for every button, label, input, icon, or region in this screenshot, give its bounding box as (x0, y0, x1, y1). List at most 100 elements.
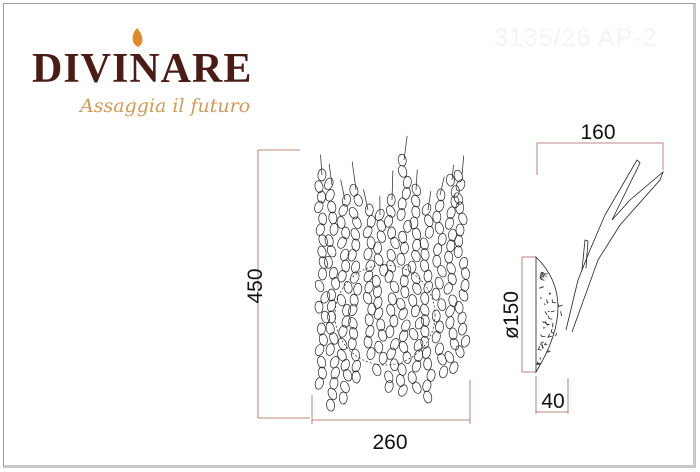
crystal (351, 348, 360, 362)
crystal (432, 254, 442, 268)
crystal (373, 241, 382, 255)
depth-label: 160 (580, 121, 615, 144)
texture-mark (537, 345, 542, 351)
crystal-chain (347, 161, 363, 384)
crystal (314, 300, 324, 314)
crystal (343, 368, 353, 382)
crystal (437, 265, 447, 278)
crystal (317, 366, 327, 380)
crystal (318, 267, 327, 281)
crystal (327, 310, 336, 324)
crystal (411, 249, 421, 263)
crystal (348, 207, 359, 220)
crystal-chain (419, 191, 436, 404)
crystal (353, 282, 363, 296)
crystal (444, 351, 455, 364)
crystal (341, 315, 351, 328)
crystal (314, 343, 325, 356)
crystal (371, 275, 381, 288)
crystal (384, 270, 394, 283)
flame-icon (132, 28, 143, 47)
crystal (326, 398, 335, 412)
crystal (343, 281, 353, 294)
crystal (401, 319, 411, 332)
texture-mark (541, 344, 544, 350)
crystal (340, 380, 350, 394)
crystal (348, 303, 358, 317)
crystal (453, 192, 464, 205)
crystal (318, 212, 328, 226)
crystal (411, 304, 420, 318)
crystal (461, 267, 470, 280)
crystal (349, 184, 359, 197)
crystal (366, 215, 376, 228)
crystal (331, 277, 341, 290)
texture-mark (547, 315, 553, 320)
front-view-fixture (314, 135, 471, 412)
texture-mark (544, 303, 546, 306)
crystal (349, 327, 358, 340)
crystal (435, 320, 444, 334)
crystal (386, 304, 396, 317)
crystal (455, 201, 465, 215)
crystal (449, 361, 459, 374)
texture-mark (547, 333, 553, 338)
crystal (336, 293, 346, 307)
crystal (402, 264, 412, 277)
crystal (390, 358, 399, 372)
crystal (363, 247, 373, 261)
branch-tip (427, 191, 432, 211)
crystal (431, 309, 441, 323)
crystal (384, 214, 394, 228)
texture-mark (549, 292, 552, 296)
crystal (329, 332, 339, 345)
crystal (338, 391, 348, 405)
crystal (338, 204, 348, 217)
crystal (458, 289, 469, 302)
crystal (423, 269, 433, 283)
crystal (443, 282, 454, 295)
crystal (432, 210, 442, 224)
crystal (366, 236, 376, 250)
texture-mark (540, 271, 542, 275)
texture-mark (540, 276, 545, 281)
crystal (437, 233, 447, 246)
texture-mark (544, 342, 548, 346)
branch-tip (320, 154, 323, 176)
crystal (351, 238, 361, 252)
branch-tip (340, 179, 346, 201)
crystal (314, 377, 324, 390)
crystal (400, 285, 410, 299)
texture-mark (540, 286, 544, 289)
crystal (314, 180, 324, 193)
crystal (365, 259, 375, 272)
crystal (412, 381, 422, 394)
crystal (385, 325, 395, 339)
dimension-lines (257, 142, 664, 424)
crystal (386, 347, 396, 360)
crystal (340, 358, 350, 372)
crystal (439, 365, 449, 379)
model-code: 3135/26 AP-2 (494, 24, 658, 52)
crystal (348, 317, 358, 330)
branch-tip (391, 170, 394, 201)
crystal (378, 351, 388, 365)
crystal (376, 318, 386, 332)
crystal (396, 252, 406, 266)
texture-mark (550, 310, 555, 313)
crystal (398, 307, 408, 320)
crystal (338, 325, 348, 338)
crystal (402, 176, 412, 189)
crystal (431, 330, 441, 344)
crystal (372, 363, 382, 377)
crystal (340, 248, 350, 262)
crystal (350, 271, 360, 284)
crystal (367, 302, 377, 316)
texture-mark (542, 321, 547, 324)
crystal (314, 279, 325, 293)
crystal (317, 168, 327, 182)
drawing-frame (3, 3, 696, 468)
branch-tip (439, 176, 445, 196)
branch-tip (451, 164, 454, 181)
crystal (376, 230, 386, 243)
